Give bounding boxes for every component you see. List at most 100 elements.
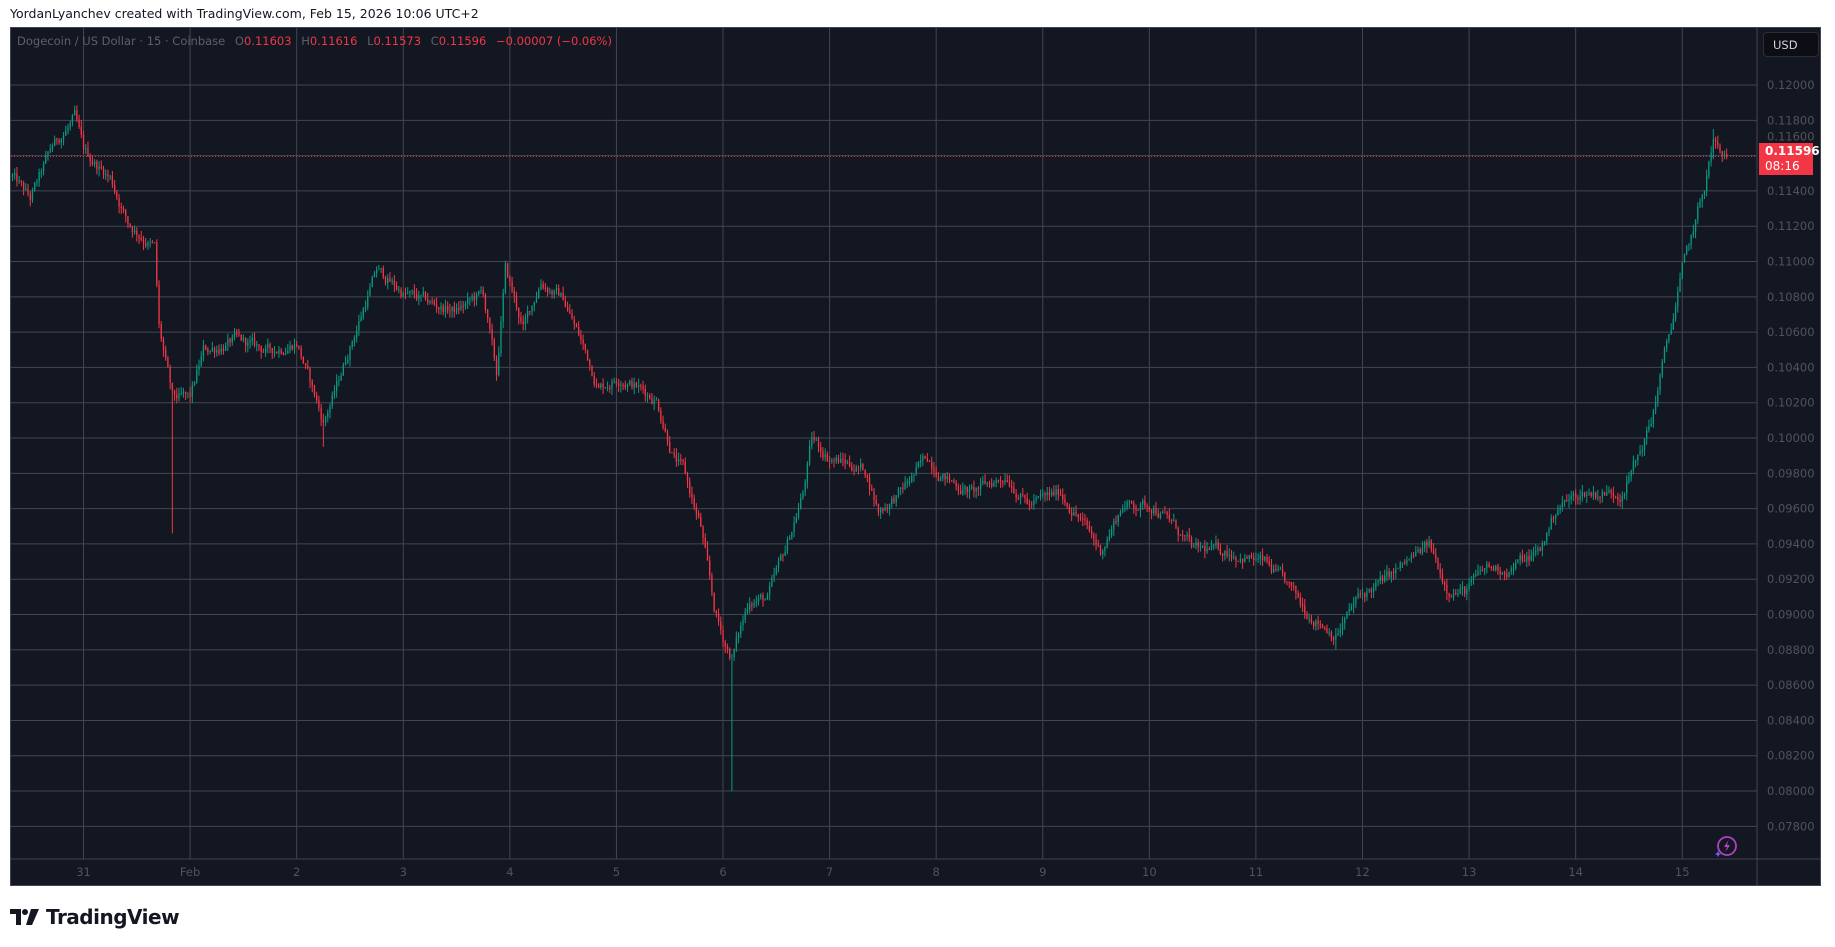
candle [1568, 493, 1570, 508]
candle-body [871, 488, 873, 491]
candle-body [1632, 461, 1635, 471]
candle-body [1064, 499, 1066, 503]
candle-body [1532, 552, 1535, 556]
candle-body [735, 637, 738, 649]
candle-body [451, 306, 453, 311]
candle-body [651, 398, 653, 404]
candle-body [404, 293, 407, 295]
candle-body [593, 375, 595, 385]
candle-body [1646, 430, 1648, 439]
candle [1654, 395, 1657, 415]
candle-body [1557, 509, 1559, 516]
candle-body [1255, 559, 1257, 561]
candle [1312, 621, 1315, 630]
candle-body [944, 473, 946, 480]
candle [455, 303, 458, 315]
candle-body [968, 488, 971, 493]
candle [296, 340, 298, 348]
candle-body [398, 289, 400, 291]
candle-body [335, 381, 338, 391]
tradingview-logo[interactable]: TradingView [10, 905, 180, 929]
candle [80, 119, 82, 139]
candle [224, 342, 227, 352]
candle-body [709, 560, 711, 576]
candle [835, 455, 837, 464]
y-tick-label: 0.10400 [1767, 360, 1815, 374]
candle-body [318, 400, 320, 408]
candle [220, 344, 222, 355]
candle [629, 379, 631, 386]
candle [1552, 515, 1555, 523]
candle-body [768, 586, 771, 595]
candle-body [626, 384, 629, 388]
candle-body [908, 481, 911, 483]
candle-body [185, 392, 187, 394]
candle [71, 113, 74, 127]
candle [333, 385, 336, 399]
candle [626, 383, 629, 392]
candle-body [784, 551, 786, 556]
currency-button[interactable]: USD [1763, 32, 1819, 57]
candle-body [171, 382, 174, 391]
candle-body [1259, 555, 1262, 559]
chart-frame[interactable] [10, 27, 1821, 886]
candle-body [1519, 555, 1521, 560]
candle-body [469, 298, 471, 300]
candle-body [62, 135, 65, 140]
candle [1490, 565, 1492, 571]
candle [316, 391, 318, 404]
y-tick-label: 0.09200 [1767, 572, 1815, 586]
candle [844, 453, 846, 470]
symbol-title[interactable]: Dogecoin / US Dollar · 15 · Coinbase [17, 34, 226, 48]
candle [1079, 512, 1082, 522]
lightning-bolt-icon[interactable] [1713, 834, 1739, 860]
candle [142, 235, 145, 251]
candle [1022, 487, 1024, 498]
candle-body [642, 385, 644, 389]
candle-body [1239, 558, 1242, 562]
candle [1721, 150, 1723, 163]
candle [320, 403, 322, 426]
candle [1603, 491, 1606, 496]
candle [1650, 417, 1652, 428]
candle-body [1286, 581, 1288, 583]
candle-body [997, 480, 1000, 482]
candle [1166, 510, 1168, 519]
candle [180, 386, 182, 396]
candle [344, 356, 347, 366]
candle-body [1248, 555, 1250, 559]
candle-body [65, 130, 67, 136]
candle-body [1206, 548, 1208, 552]
candle-body [87, 148, 89, 157]
candle [229, 337, 231, 348]
candle [1350, 603, 1353, 611]
candle-body [278, 350, 280, 354]
candle [120, 202, 122, 214]
candle [993, 480, 995, 487]
candle-body [258, 344, 260, 347]
candle-body [1599, 496, 1601, 498]
candle-body [1279, 568, 1282, 570]
candle [76, 105, 78, 123]
candle-body [362, 308, 364, 317]
candle [1239, 553, 1242, 564]
candle-body [333, 390, 336, 395]
candle-body [713, 592, 715, 612]
candle-body [1213, 545, 1215, 547]
candle-body [1481, 569, 1484, 571]
candle [1317, 615, 1319, 630]
candle-body [196, 370, 198, 382]
candle-body [824, 454, 826, 458]
candle [584, 343, 587, 354]
candle [411, 289, 413, 296]
candle-body [1579, 496, 1581, 500]
candle-body [951, 480, 953, 482]
candle [49, 144, 51, 154]
candle-body [675, 455, 678, 462]
candle [1719, 143, 1721, 154]
candle [1339, 623, 1341, 638]
candle-body [1244, 557, 1246, 563]
candle [165, 345, 167, 361]
candle [493, 337, 495, 362]
